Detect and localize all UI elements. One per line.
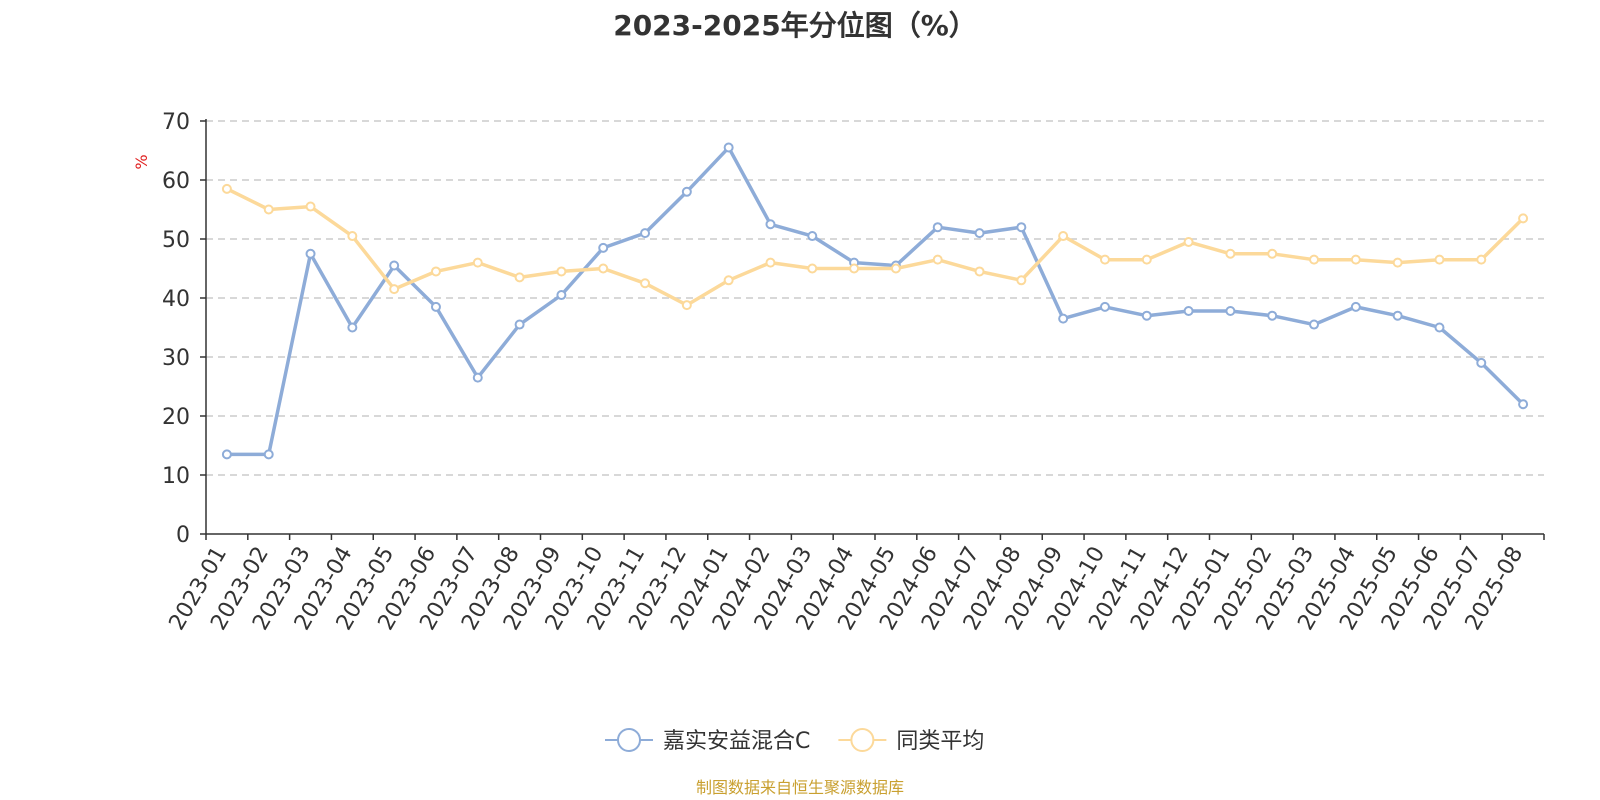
data-point[interactable] bbox=[1183, 305, 1194, 316]
data-point[interactable] bbox=[1141, 310, 1152, 321]
data-point[interactable] bbox=[932, 222, 943, 233]
data-point[interactable] bbox=[1309, 319, 1320, 330]
data-point[interactable] bbox=[1267, 248, 1278, 259]
data-point[interactable] bbox=[1225, 305, 1236, 316]
data-point[interactable] bbox=[556, 266, 567, 277]
data-point[interactable] bbox=[1267, 310, 1278, 321]
legend-label: 同类平均 bbox=[896, 729, 984, 754]
chart-title: 2023-2025年分位图（%） bbox=[613, 9, 977, 42]
data-point[interactable] bbox=[263, 204, 274, 215]
y-tick-label: 30 bbox=[162, 346, 190, 371]
data-point[interactable] bbox=[1058, 231, 1069, 242]
data-point[interactable] bbox=[1476, 357, 1487, 368]
data-point[interactable] bbox=[221, 449, 232, 460]
legend-marker bbox=[617, 728, 641, 752]
data-point[interactable] bbox=[807, 263, 818, 274]
data-point[interactable] bbox=[932, 254, 943, 265]
data-point[interactable] bbox=[723, 275, 734, 286]
y-tick-label: 70 bbox=[162, 110, 190, 135]
data-point[interactable] bbox=[347, 231, 358, 242]
data-point[interactable] bbox=[1392, 310, 1403, 321]
data-point[interactable] bbox=[1225, 248, 1236, 259]
data-point[interactable] bbox=[1350, 301, 1361, 312]
data-point[interactable] bbox=[556, 290, 567, 301]
grid-lines bbox=[206, 120, 1544, 476]
data-point[interactable] bbox=[221, 183, 232, 194]
data-point[interactable] bbox=[1476, 254, 1487, 265]
data-point[interactable] bbox=[1518, 399, 1529, 410]
y-tick-label: 0 bbox=[176, 523, 190, 548]
y-tick-label: 20 bbox=[162, 405, 190, 430]
data-point[interactable] bbox=[514, 319, 525, 330]
legend-label: 嘉实安益混合C bbox=[663, 729, 810, 754]
data-point[interactable] bbox=[1058, 313, 1069, 324]
series-lines bbox=[221, 142, 1529, 460]
data-point[interactable] bbox=[598, 263, 609, 274]
data-point[interactable] bbox=[974, 266, 985, 277]
data-point[interactable] bbox=[1309, 254, 1320, 265]
y-tick-label: 40 bbox=[162, 287, 190, 312]
data-point[interactable] bbox=[723, 142, 734, 153]
data-point[interactable] bbox=[1141, 254, 1152, 265]
series-line bbox=[226, 145, 1525, 457]
data-point[interactable] bbox=[681, 300, 692, 311]
series-1 bbox=[221, 142, 1529, 460]
data-point[interactable] bbox=[1183, 236, 1194, 247]
y-tick-label: 60 bbox=[162, 169, 190, 194]
data-point[interactable] bbox=[472, 372, 483, 383]
data-point[interactable] bbox=[1434, 322, 1445, 333]
data-point[interactable] bbox=[305, 248, 316, 259]
data-point[interactable] bbox=[598, 242, 609, 253]
data-point[interactable] bbox=[681, 186, 692, 197]
series-line bbox=[226, 187, 1525, 307]
data-point[interactable] bbox=[1099, 254, 1110, 265]
data-point[interactable] bbox=[1350, 254, 1361, 265]
data-point[interactable] bbox=[347, 322, 358, 333]
data-point[interactable] bbox=[640, 278, 651, 289]
series-2 bbox=[221, 183, 1529, 311]
data-point[interactable] bbox=[640, 228, 651, 239]
legend: 嘉实安益混合C 同类平均 bbox=[605, 728, 984, 754]
data-point[interactable] bbox=[472, 257, 483, 268]
data-point[interactable] bbox=[1434, 254, 1445, 265]
data-point[interactable] bbox=[389, 260, 400, 271]
axes: 0102030405060702023-012023-022023-032023… bbox=[162, 110, 1545, 635]
data-point[interactable] bbox=[1016, 222, 1027, 233]
data-point[interactable] bbox=[263, 449, 274, 460]
data-point[interactable] bbox=[389, 284, 400, 295]
y-tick-label: 50 bbox=[162, 228, 190, 253]
data-point[interactable] bbox=[765, 257, 776, 268]
legend-item-1[interactable]: 嘉实安益混合C bbox=[605, 728, 810, 754]
legend-item-2[interactable]: 同类平均 bbox=[838, 728, 984, 754]
data-point[interactable] bbox=[430, 301, 441, 312]
data-point[interactable] bbox=[1392, 257, 1403, 268]
source-note: 制图数据来自恒生聚源数据库 bbox=[696, 778, 904, 797]
y-tick-label: 10 bbox=[162, 464, 190, 489]
data-point[interactable] bbox=[305, 201, 316, 212]
data-point[interactable] bbox=[1099, 301, 1110, 312]
data-point[interactable] bbox=[514, 272, 525, 283]
data-point[interactable] bbox=[890, 263, 901, 274]
y-axis-unit-label: % bbox=[132, 154, 151, 169]
data-point[interactable] bbox=[1518, 213, 1529, 224]
data-point[interactable] bbox=[849, 263, 860, 274]
data-point[interactable] bbox=[974, 228, 985, 239]
legend-marker bbox=[850, 728, 875, 752]
data-point[interactable] bbox=[1016, 275, 1027, 286]
data-point[interactable] bbox=[807, 231, 818, 242]
data-point[interactable] bbox=[430, 266, 441, 277]
data-point[interactable] bbox=[765, 219, 776, 230]
